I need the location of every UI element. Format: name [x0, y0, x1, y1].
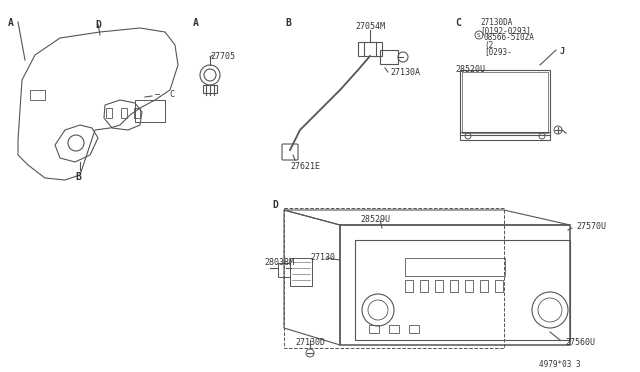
Bar	[106, 108, 112, 118]
Text: 27054M: 27054M	[355, 22, 385, 31]
Bar	[290, 258, 312, 286]
Text: D: D	[95, 20, 101, 30]
Text: 27130A: 27130A	[390, 68, 420, 77]
Bar	[203, 85, 217, 93]
Text: 27621E: 27621E	[290, 162, 320, 171]
Bar	[405, 280, 413, 292]
Bar	[460, 70, 550, 135]
Bar	[450, 280, 458, 292]
Text: 27130D: 27130D	[295, 338, 325, 347]
Bar	[278, 263, 290, 277]
Bar	[405, 258, 505, 276]
Bar	[284, 208, 504, 348]
Text: B: B	[75, 172, 81, 182]
Text: 27130DA: 27130DA	[480, 18, 513, 27]
Bar	[358, 42, 382, 56]
Text: (2: (2	[484, 41, 493, 50]
Text: [0293-: [0293-	[484, 47, 512, 56]
Bar	[495, 280, 503, 292]
Bar	[480, 280, 488, 292]
Bar	[420, 280, 428, 292]
Bar	[30, 90, 45, 100]
Bar	[389, 325, 399, 333]
Bar	[369, 325, 379, 333]
Text: 27560U: 27560U	[565, 338, 595, 347]
Text: 28038M: 28038M	[264, 258, 294, 267]
Text: 27570U: 27570U	[576, 222, 606, 231]
Bar	[135, 100, 165, 122]
Bar	[465, 280, 473, 292]
Bar	[121, 108, 127, 118]
Bar	[462, 72, 548, 133]
Text: —  C: — C	[155, 90, 175, 99]
Text: 27130: 27130	[310, 253, 335, 262]
Text: C: C	[455, 18, 461, 28]
Text: [0192-0293]: [0192-0293]	[480, 26, 531, 35]
Text: 27705: 27705	[210, 52, 235, 61]
Text: 08566-5102A: 08566-5102A	[484, 33, 535, 42]
Text: J: J	[560, 47, 565, 56]
Bar	[460, 132, 550, 140]
Text: A: A	[193, 18, 199, 28]
Text: S: S	[477, 33, 481, 38]
Bar	[409, 325, 419, 333]
Bar	[435, 280, 443, 292]
Text: 28529U: 28529U	[360, 215, 390, 224]
Bar	[134, 108, 140, 118]
Text: D: D	[272, 200, 278, 210]
Text: A: A	[8, 18, 14, 28]
Bar	[340, 225, 570, 345]
Text: B: B	[285, 18, 291, 28]
Text: 4979*03 3: 4979*03 3	[539, 360, 581, 369]
Bar	[380, 50, 398, 64]
Bar	[355, 240, 570, 340]
Text: 28520U: 28520U	[455, 65, 485, 74]
